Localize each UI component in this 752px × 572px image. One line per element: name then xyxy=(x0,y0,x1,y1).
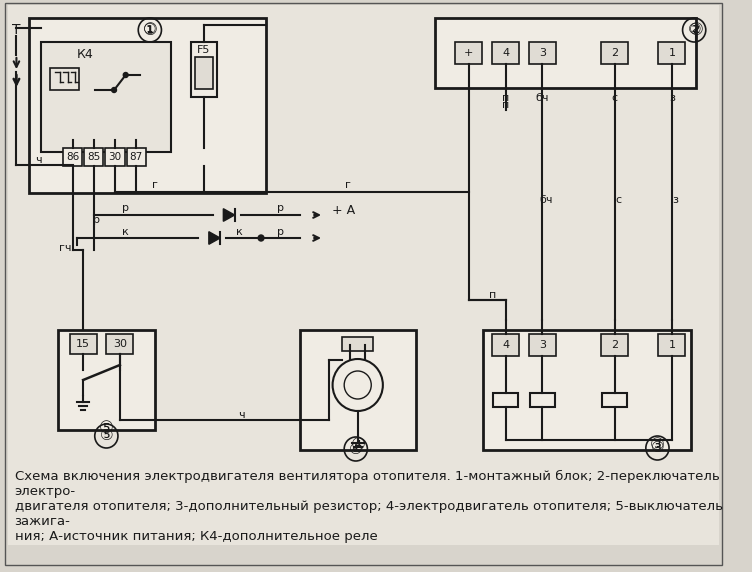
Text: F5: F5 xyxy=(197,45,211,55)
Text: 2: 2 xyxy=(611,48,618,58)
Text: г: г xyxy=(345,180,351,190)
Text: р: р xyxy=(122,203,129,213)
Text: бч: бч xyxy=(535,93,549,103)
Text: ⑤: ⑤ xyxy=(99,419,114,437)
Bar xyxy=(41,42,171,152)
Bar xyxy=(84,148,104,166)
Text: ч: ч xyxy=(238,410,245,420)
Text: р: р xyxy=(277,227,284,237)
Bar xyxy=(192,42,217,97)
Circle shape xyxy=(258,235,264,241)
Text: ч: ч xyxy=(35,155,42,165)
Bar xyxy=(196,57,213,89)
Text: п: п xyxy=(502,93,509,103)
Circle shape xyxy=(111,88,117,93)
Bar xyxy=(342,337,373,351)
Bar xyxy=(484,330,691,450)
Text: ①: ① xyxy=(143,22,156,38)
Text: T: T xyxy=(12,23,21,37)
Text: р: р xyxy=(277,203,284,213)
Bar xyxy=(492,334,519,356)
Text: 30: 30 xyxy=(113,339,127,349)
Text: 86: 86 xyxy=(66,152,79,162)
Circle shape xyxy=(123,73,128,77)
Bar xyxy=(106,334,133,354)
Text: +: + xyxy=(464,48,474,58)
Text: п: п xyxy=(502,100,509,110)
Text: Схема включения электродвигателя вентилятора отопителя. 1-монтажный блок; 2-пере: Схема включения электродвигателя вентиля… xyxy=(14,470,723,543)
Bar xyxy=(105,148,125,166)
Text: з: з xyxy=(669,93,675,103)
Text: 2: 2 xyxy=(611,340,618,350)
Text: ④: ④ xyxy=(350,436,365,454)
Text: 30: 30 xyxy=(108,152,122,162)
Text: з: з xyxy=(672,195,678,205)
Text: ①: ① xyxy=(142,21,157,39)
Polygon shape xyxy=(209,232,220,244)
Text: г: г xyxy=(152,180,158,190)
Bar xyxy=(529,334,556,356)
Bar xyxy=(530,393,555,407)
Text: 4: 4 xyxy=(502,340,509,350)
Bar xyxy=(126,148,146,166)
Text: р: р xyxy=(93,215,100,225)
Text: 85: 85 xyxy=(87,152,101,162)
Text: 3: 3 xyxy=(539,48,546,58)
Bar xyxy=(659,42,686,64)
Text: ⑤: ⑤ xyxy=(99,428,113,443)
Text: с: с xyxy=(612,93,618,103)
Bar xyxy=(492,42,519,64)
Text: к: к xyxy=(123,227,129,237)
Text: ③: ③ xyxy=(650,440,664,455)
Polygon shape xyxy=(223,209,235,221)
Text: 3: 3 xyxy=(539,340,546,350)
Text: п: п xyxy=(490,290,497,300)
Text: ③: ③ xyxy=(650,436,665,454)
Text: К4: К4 xyxy=(77,47,93,61)
Bar xyxy=(659,334,686,356)
Text: к: к xyxy=(236,227,243,237)
Bar xyxy=(456,42,483,64)
Text: ②: ② xyxy=(689,21,704,39)
Bar xyxy=(300,330,416,450)
Text: ④: ④ xyxy=(349,442,362,456)
Text: + А: + А xyxy=(332,204,355,216)
Bar xyxy=(602,334,629,356)
Bar xyxy=(493,393,518,407)
Bar xyxy=(29,18,266,193)
Bar xyxy=(602,393,627,407)
Text: бч: бч xyxy=(539,195,553,205)
Bar xyxy=(435,18,696,88)
Text: 4: 4 xyxy=(502,48,509,58)
Bar xyxy=(529,42,556,64)
Text: с: с xyxy=(616,195,622,205)
Bar xyxy=(70,334,97,354)
Text: 87: 87 xyxy=(129,152,143,162)
Bar xyxy=(50,68,79,90)
Text: гч: гч xyxy=(59,243,72,253)
Text: 1: 1 xyxy=(669,340,675,350)
Text: ②: ② xyxy=(687,22,701,38)
Text: 1: 1 xyxy=(669,48,675,58)
Text: 15: 15 xyxy=(76,339,90,349)
Bar xyxy=(602,42,629,64)
Bar xyxy=(63,148,82,166)
Bar xyxy=(58,330,155,430)
